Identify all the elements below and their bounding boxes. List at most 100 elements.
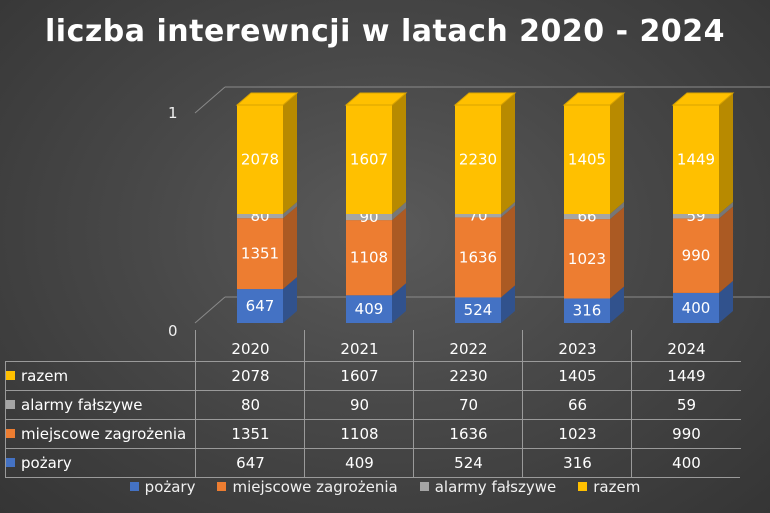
legend-label: miejscowe zagrożenia [232, 478, 398, 496]
bar-side-2022-3 [501, 202, 515, 218]
table-cell: 1108 [304, 419, 414, 449]
bar-side-2020-3 [283, 202, 297, 219]
bar-top-2022 [453, 92, 517, 106]
bar-2024-1 [673, 292, 719, 323]
data-label-2020-4: 2078 [241, 151, 279, 169]
bar-side-2021-1 [392, 283, 406, 323]
table-cell: 66 [522, 390, 632, 420]
legend-swatch [129, 482, 139, 491]
table-cell: 524 [413, 448, 523, 478]
bar-side-2021-3 [392, 202, 406, 221]
bar-side-2024-3 [719, 202, 733, 219]
bar-top-2024 [671, 92, 735, 106]
bar-2020-2 [237, 218, 283, 290]
legend-swatch [578, 482, 588, 491]
bar-top-2021 [344, 92, 408, 106]
table-cell: 59 [631, 390, 741, 420]
bar-side-2020-1 [283, 277, 297, 323]
bar-side-2021-2 [392, 208, 406, 296]
legend-key-swatch [6, 371, 15, 380]
bar-2021-3 [346, 214, 392, 221]
y-tick-label-bottom: 0 [168, 322, 178, 340]
data-label-2024-1: 400 [682, 299, 711, 317]
table-cell: 409 [304, 448, 414, 478]
data-label-2021-2: 1108 [350, 249, 388, 267]
table-header-2021: 2021 [304, 330, 414, 361]
bar-side-2023-1 [610, 286, 624, 323]
table-cell: 647 [195, 448, 305, 478]
legend-key-swatch [6, 429, 15, 438]
legend-item-1: pożary [129, 478, 196, 496]
data-label-2022-4: 2230 [459, 151, 497, 169]
table-header-2023: 2023 [522, 330, 632, 361]
legend-label: pożary [144, 478, 196, 496]
bar-2022-4 [455, 105, 501, 214]
table-row-label-text: razem [21, 367, 69, 385]
bar-side-2023-2 [610, 207, 624, 299]
table-cell: 1607 [304, 361, 414, 391]
bar-side-2022-4 [501, 93, 515, 214]
data-label-2023-4: 1405 [568, 151, 606, 169]
data-label-2021-4: 1607 [350, 151, 388, 169]
table-cell: 1449 [631, 361, 741, 391]
bar-2024-2 [673, 218, 719, 293]
data-label-2020-2: 1351 [241, 245, 279, 263]
table-cell: 1405 [522, 361, 632, 391]
bar-top-2023 [562, 92, 626, 106]
bar-2022-2 [455, 217, 501, 298]
table-cell: 400 [631, 448, 741, 478]
table-row-label-text: miejscowe zagrożenia [21, 425, 187, 443]
legend-swatch [419, 482, 429, 491]
bar-2021-4 [346, 105, 392, 214]
chart-title: liczba interewncji w latach 2020 - 2024 [45, 14, 725, 49]
table-cell: 80 [195, 390, 305, 420]
legend-key-swatch [6, 400, 15, 409]
bar-2024-3 [673, 214, 719, 219]
table-cell: 90 [304, 390, 414, 420]
table-cell: 1023 [522, 419, 632, 449]
bar-2023-3 [564, 214, 610, 220]
bar-side-2024-1 [719, 280, 733, 323]
bar-top-2020 [235, 92, 299, 106]
table-row-label-text: alarmy fałszywe [21, 396, 143, 414]
bar-2020-4 [237, 105, 283, 214]
legend-label: alarmy fałszywe [434, 478, 557, 496]
wall-edge-top [194, 86, 226, 114]
legend-item-4: razem [578, 478, 640, 496]
table-header-2022: 2022 [413, 330, 523, 361]
y-tick-label-top: 1 [168, 104, 178, 122]
data-label-2024-4: 1449 [677, 151, 715, 169]
legend-item-2: miejscowe zagrożenia [217, 478, 398, 496]
data-label-2020-1: 647 [246, 297, 275, 315]
data-label-2022-2: 1636 [459, 248, 497, 266]
table-bottom-border [5, 477, 740, 478]
bar-2020-3 [237, 214, 283, 219]
legend: pożary miejscowe zagrożenia alarmy fałszyw… [0, 478, 770, 496]
data-label-2022-1: 524 [464, 301, 493, 319]
bar-2023-2 [564, 219, 610, 299]
table-header-2024: 2024 [631, 330, 741, 361]
bar-side-2023-4 [610, 93, 624, 214]
bar-2024-4 [673, 105, 719, 214]
table-row-label-1: razem [5, 361, 196, 391]
table-cell: 316 [522, 448, 632, 478]
bar-side-2020-4 [283, 93, 297, 214]
bar-2021-2 [346, 220, 392, 296]
bar-2022-1 [455, 297, 501, 323]
floor-left-edge [194, 296, 226, 324]
table-cell: 2230 [413, 361, 523, 391]
table-cell: 1351 [195, 419, 305, 449]
bar-2023-4 [564, 105, 610, 214]
legend-item-3: alarmy fałszywe [419, 478, 557, 496]
table-header-2020: 2020 [195, 330, 305, 361]
bar-side-2024-2 [719, 206, 733, 293]
data-label-2023-2: 1023 [568, 250, 606, 268]
table-cell: 990 [631, 419, 741, 449]
bar-2023-1 [564, 298, 610, 323]
data-label-2024-2: 990 [682, 247, 711, 265]
bar-2020-1 [237, 289, 283, 323]
bar-side-2022-2 [501, 205, 515, 298]
bar-side-2020-2 [283, 206, 297, 290]
